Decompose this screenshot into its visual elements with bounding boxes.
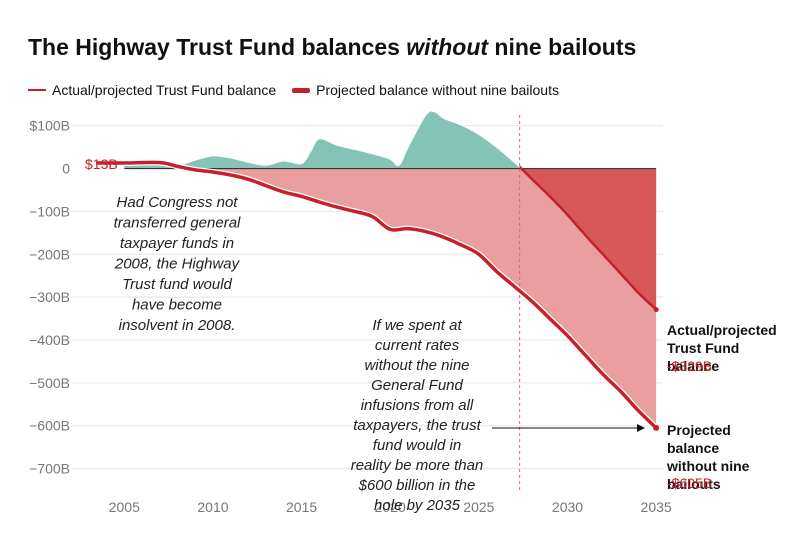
end-value-without: -$605B bbox=[667, 475, 712, 491]
start-label: $13B bbox=[85, 156, 118, 172]
title-emphasis: without bbox=[406, 34, 489, 60]
end-point-actual bbox=[653, 307, 659, 313]
x-tick-label: 2005 bbox=[109, 499, 140, 515]
legend-label-without: Projected balance without nine bailouts bbox=[316, 82, 559, 98]
x-tick-label: 2035 bbox=[641, 499, 672, 515]
y-tick-label: −300B bbox=[29, 289, 70, 305]
y-tick-label: 0 bbox=[62, 161, 70, 177]
x-axis: 2005 2010 2015 2020 2025 2030 2035 bbox=[109, 499, 672, 515]
end-point-without bbox=[653, 424, 660, 431]
legend-swatch-without bbox=[292, 87, 311, 93]
gridlines: $100B 0 −100B −200B −300B −400B −500B −600B −700… bbox=[29, 118, 663, 477]
y-tick-label: −600B bbox=[29, 418, 70, 434]
end-label-without: Projected balance without nine bailouts bbox=[666, 422, 750, 492]
x-tick-label: 2025 bbox=[463, 499, 494, 515]
y-tick-label: −200B bbox=[29, 246, 70, 262]
y-tick-label: −400B bbox=[29, 332, 70, 348]
chart-title: The Highway Trust Fund balances without … bbox=[28, 34, 636, 61]
series-line-without bbox=[95, 160, 658, 430]
annotation-2008: Had Congress not transferred general taxpa… bbox=[114, 194, 241, 334]
legend-item-actual: Actual/projected Trust Fund balance bbox=[28, 82, 276, 98]
legend-swatch-actual bbox=[28, 89, 46, 91]
annotation-2035: If we spent at current rates without the n… bbox=[351, 317, 484, 514]
series-line-actual-projected bbox=[519, 165, 657, 311]
legend-label-actual: Actual/projected Trust Fund balance bbox=[52, 82, 277, 98]
x-tick-label: 2010 bbox=[197, 499, 228, 515]
x-tick-label: 2020 bbox=[375, 499, 406, 515]
end-value-actual: -$329B bbox=[667, 358, 712, 374]
y-tick-label: −100B bbox=[29, 203, 70, 219]
legend: Actual/projected Trust Fund balance Proj… bbox=[28, 82, 575, 98]
y-tick-label: $100B bbox=[30, 118, 70, 134]
area-without-bailouts-gap bbox=[124, 162, 657, 428]
y-tick-label: −500B bbox=[29, 375, 70, 391]
x-tick-label: 2030 bbox=[552, 499, 583, 515]
title-text: The Highway Trust Fund balances bbox=[28, 34, 407, 60]
y-tick-label: −700B bbox=[29, 461, 70, 477]
legend-item-without: Projected balance without nine bailouts bbox=[292, 82, 559, 98]
end-label-actual: Actual/projected Trust Fund balance bbox=[667, 322, 777, 374]
title-text-end: nine bailouts bbox=[488, 34, 637, 60]
x-tick-label: 2015 bbox=[286, 499, 317, 515]
annotation-arrow-head bbox=[637, 424, 645, 432]
